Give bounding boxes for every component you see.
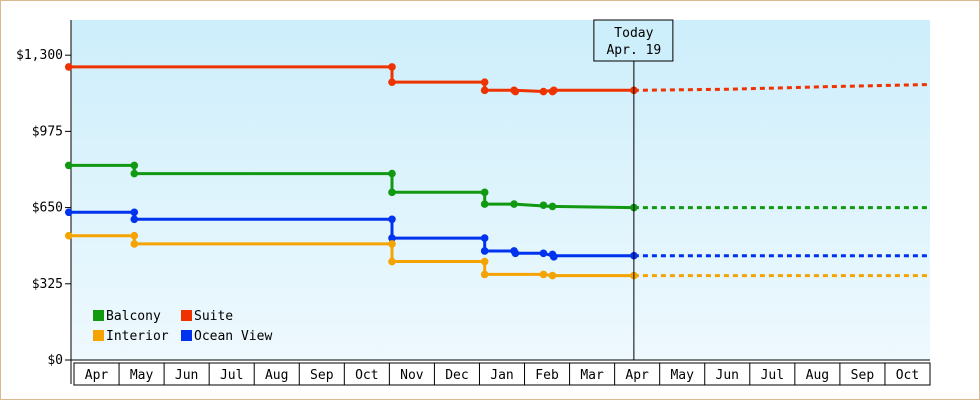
data-point-ocean-view [388,215,396,224]
series-balcony [64,161,930,212]
x-tick-label: May [130,368,154,383]
data-point-balcony [548,202,557,211]
y-tick-label: $975 [32,124,63,139]
data-point-ocean-view [511,249,520,258]
data-point-ocean-view [388,234,396,242]
data-point-interior [388,240,396,248]
data-point-ocean-view [64,208,73,217]
x-tick-label: Dec [445,368,468,383]
y-tick-label: $650 [32,201,63,216]
series-ocean-view [64,208,930,261]
data-point-interior [130,231,139,240]
data-point-ocean-view [130,215,139,224]
x-tick-label: Mar [580,368,604,383]
data-point-balcony [510,200,518,208]
data-point-balcony [130,161,139,170]
legend-label-balcony: Balcony [106,309,161,324]
x-tick-label: May [670,368,694,383]
legend-swatch-suite [181,310,192,321]
legend-swatch-balcony [93,310,104,321]
data-point-ocean-view [550,253,558,261]
data-point-balcony [388,188,396,197]
x-tick-label: Jul [220,368,243,383]
legend-label-ocean-view: Ocean View [194,329,272,344]
data-point-interior [64,231,73,240]
x-tick-label: Aug [265,368,288,383]
x-tick-label: Nov [400,368,424,383]
series-suite [64,63,931,96]
y-tick-label: $0 [47,353,63,368]
x-axis-band [73,362,931,386]
data-point-interior [388,257,396,266]
legend-label-interior: Interior [106,329,169,344]
today-label-date: Apr. 19 [606,43,661,58]
legend-swatch-ocean-view [181,330,192,341]
x-tick-label: Apr [625,368,649,383]
series-line-balcony [68,163,634,210]
forecast-line-suite [633,83,931,92]
x-tick-label: Jun [175,368,198,383]
x-tick-label: Oct [896,368,919,383]
x-tick-label: Jan [490,368,513,383]
data-point-balcony [480,188,489,197]
data-point-balcony [539,201,548,210]
data-point-suite [511,87,520,96]
data-point-interior [539,270,548,279]
x-tick-label: Sep [851,368,875,383]
y-tick-label: $325 [32,277,63,292]
data-point-interior [480,270,489,279]
data-point-ocean-view [130,208,139,217]
legend-swatch-interior [93,330,104,341]
today-label-box [593,19,674,62]
data-point-suite [550,86,558,95]
data-point-interior [130,240,139,248]
today-label-title: Today [614,26,653,41]
x-tick-label: Oct [355,368,378,383]
series-interior [64,231,930,280]
data-point-suite [480,86,489,95]
data-point-suite [64,63,73,71]
data-point-interior [548,271,557,280]
data-point-ocean-view [480,247,489,255]
x-tick-label: Apr [85,368,109,383]
data-point-suite [388,78,396,86]
legend-label-suite: Suite [194,309,233,324]
data-point-suite [539,87,548,96]
x-tick-label: Sep [310,368,334,383]
data-point-ocean-view [480,234,489,242]
data-point-balcony [480,200,489,208]
series-line-interior [68,234,634,278]
data-point-ocean-view [539,249,548,258]
data-point-balcony [64,161,73,170]
data-point-balcony [130,169,139,178]
data-point-interior [480,257,489,266]
x-tick-label: Feb [535,368,559,383]
x-tick-label: Jun [716,368,739,383]
data-point-balcony [388,169,396,178]
data-point-suite [480,78,489,86]
y-tick-label: $1,300 [16,48,63,63]
x-tick-label: Jul [761,368,784,383]
data-point-suite [388,63,396,71]
plot-background [71,20,930,360]
x-tick-label: Aug [806,368,829,383]
